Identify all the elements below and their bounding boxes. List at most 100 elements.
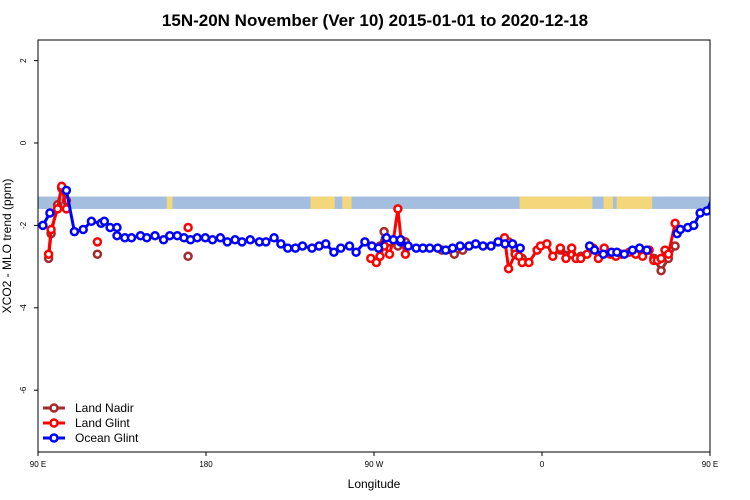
- ocean-glint-point: [455, 241, 465, 251]
- ocean-glint-point: [351, 247, 361, 257]
- legend-label: Land Nadir: [75, 401, 134, 415]
- land-glint-point: [43, 249, 54, 259]
- x-tick-label: 90 E: [30, 460, 46, 469]
- land-nadir-point: [727, 201, 734, 208]
- y-tick-label: 2: [19, 58, 28, 63]
- ocean-glint-point: [297, 241, 308, 251]
- legend-label: Ocean Glint: [75, 431, 139, 445]
- ocean-glint-point: [222, 237, 233, 247]
- map-strip-land: [616, 196, 653, 209]
- ocean-glint-point: [329, 247, 339, 257]
- ocean-glint-point: [734, 218, 741, 225]
- y-axis: 2 0 -2 -4 -6: [19, 58, 38, 394]
- land-glint-point: [375, 251, 385, 262]
- ocean-glint-point: [447, 243, 458, 253]
- land-nadir-line: [719, 188, 738, 258]
- ocean-glint-point: [86, 216, 97, 227]
- legend-item-land-nadir: Land Nadir: [43, 401, 134, 415]
- land-glint-point: [716, 255, 723, 262]
- y-tick-label: -6: [19, 386, 28, 394]
- ocean-glint-point: [721, 228, 728, 235]
- land-nadir-point: [92, 249, 103, 259]
- ocean-glint-point: [207, 235, 218, 245]
- map-strip: [38, 196, 710, 209]
- series-ocean-glint: [38, 185, 750, 259]
- ocean-glint-point: [712, 187, 719, 194]
- ocean-glint-point: [150, 230, 160, 241]
- ocean-glint-point: [743, 218, 750, 225]
- map-strip-land: [342, 196, 352, 209]
- land-glint-point: [400, 249, 411, 259]
- series-land-glint: [43, 181, 742, 274]
- land-glint-point: [656, 253, 666, 264]
- ocean-glint-point: [192, 233, 202, 243]
- land-nadir-point: [656, 265, 666, 276]
- land-glint-point: [524, 257, 534, 268]
- ocean-glint-point: [612, 247, 622, 257]
- land-glint-point: [730, 183, 737, 190]
- land-glint-point: [727, 201, 734, 208]
- ocean-glint-point: [675, 224, 686, 235]
- y-axis-label: XCO2 - MLO trend (ppm): [0, 179, 14, 314]
- ocean-glint-point: [403, 241, 413, 251]
- map-strip-land: [603, 196, 613, 209]
- ocean-glint-point: [589, 245, 600, 255]
- ocean-glint-point: [373, 243, 384, 253]
- y-tick-label: 0: [19, 140, 28, 145]
- land-glint-point: [637, 251, 648, 262]
- land-glint-point: [713, 251, 720, 258]
- legend-swatch-marker: [49, 418, 59, 428]
- ocean-glint-point: [642, 245, 652, 255]
- ocean-glint-point: [237, 237, 247, 247]
- ocean-glint-point: [619, 249, 630, 259]
- ocean-glint-point: [215, 233, 226, 243]
- land-glint-point: [718, 228, 725, 235]
- land-glint-point: [663, 249, 674, 259]
- ocean-glint-point: [478, 241, 488, 251]
- land-nadir-point: [718, 230, 725, 237]
- ocean-glint-point: [470, 239, 481, 249]
- ocean-glint-point: [261, 237, 271, 247]
- land-nadir-point: [183, 251, 193, 262]
- land-nadir-point: [670, 241, 680, 251]
- ocean-glint-point: [126, 233, 137, 243]
- land-nadir-point: [735, 197, 742, 204]
- ocean-glint-point: [486, 241, 496, 251]
- land-glint-point: [555, 243, 566, 253]
- land-glint-point: [393, 204, 403, 214]
- ocean-glint-point: [276, 239, 286, 249]
- ocean-glint-point: [433, 243, 443, 253]
- legend-swatch-marker: [49, 433, 59, 443]
- ocean-glint-point: [78, 224, 88, 235]
- legend-item-land-glint: Land Glint: [43, 416, 130, 430]
- land-glint-line: [716, 186, 738, 258]
- x-tick-label: 90 E: [702, 460, 718, 469]
- ocean-glint-point: [45, 208, 55, 218]
- land-glint-point: [384, 249, 395, 259]
- ocean-glint-point: [112, 222, 122, 233]
- chart-title: 15N-20N November (Ver 10) 2015-01-01 to …: [162, 11, 588, 30]
- ocean-glint-point: [112, 230, 122, 241]
- x-tick-label: 90 W: [365, 460, 384, 469]
- land-glint-point: [582, 249, 592, 259]
- ocean-glint-point: [61, 185, 72, 196]
- ocean-glint-point: [158, 235, 169, 245]
- land-glint-point: [566, 243, 577, 253]
- ocean-glint-point: [165, 230, 175, 241]
- ocean-glint-point: [142, 233, 152, 243]
- land-glint-point: [561, 253, 571, 264]
- ocean-glint-point: [336, 243, 346, 253]
- y-tick-label: -4: [19, 304, 28, 312]
- ocean-glint-point: [500, 239, 510, 249]
- land-glint-point: [735, 205, 742, 212]
- legend-item-ocean-glint: Ocean Glint: [43, 431, 139, 445]
- ocean-glint-point: [507, 239, 518, 249]
- ocean-glint-point: [344, 241, 355, 251]
- ocean-glint-point: [716, 226, 723, 233]
- land-glint-point: [92, 237, 103, 247]
- map-strip-land: [519, 196, 593, 209]
- land-glint-point: [46, 224, 56, 235]
